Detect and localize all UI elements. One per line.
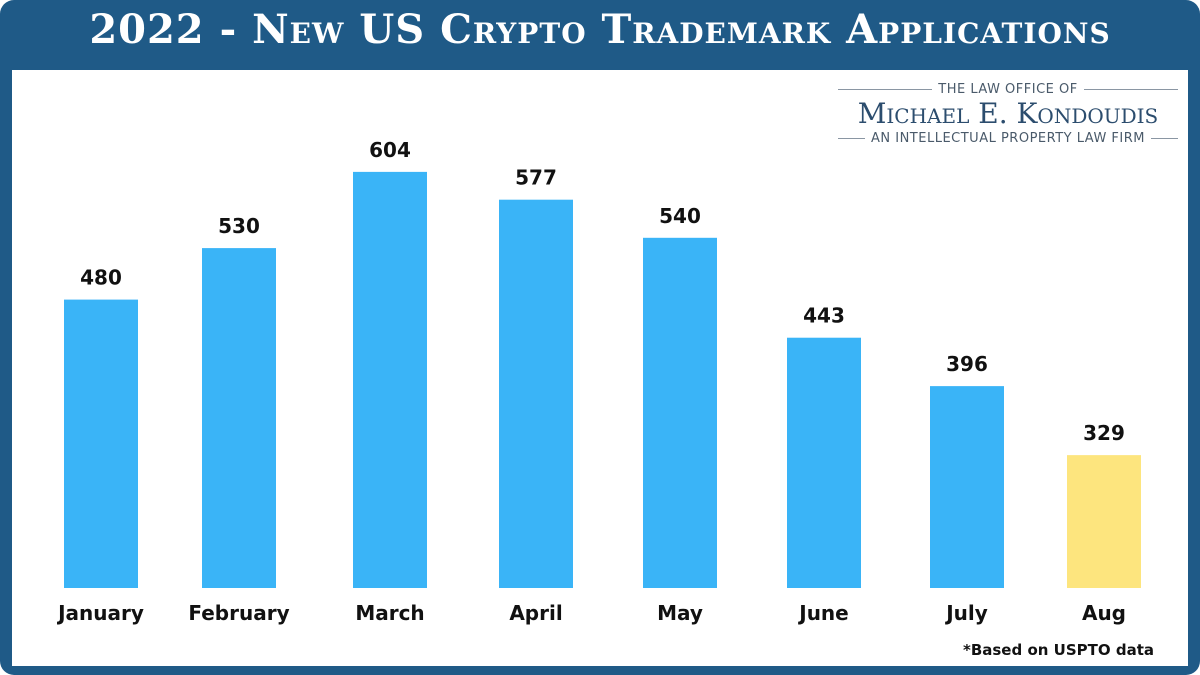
- chart-title: 2022 - New US Crypto Trademark Applicati…: [89, 6, 1111, 53]
- bar-aug: [1067, 455, 1141, 588]
- logo-line-2: Michael E. Kondoudis: [857, 97, 1159, 130]
- value-label: 577: [515, 166, 557, 190]
- bar-february: [202, 248, 276, 588]
- category-label: April: [509, 601, 562, 625]
- value-label: 443: [803, 304, 845, 328]
- bar-april: [499, 199, 573, 588]
- bar-march: [353, 171, 427, 588]
- value-label: 530: [218, 214, 260, 238]
- bar-january: [64, 299, 138, 588]
- footnote: *Based on USPTO data: [962, 641, 1154, 659]
- category-label: January: [56, 601, 144, 625]
- value-label: 540: [659, 204, 701, 228]
- value-label: 329: [1083, 421, 1125, 445]
- law-firm-logo: THE LAW OFFICE OF Michael E. Kondoudis A…: [838, 82, 1178, 146]
- category-label: February: [188, 601, 289, 625]
- bar-may: [643, 237, 717, 589]
- value-label: 396: [946, 352, 988, 376]
- category-label: June: [797, 601, 848, 625]
- category-label: July: [944, 601, 988, 625]
- category-label: March: [355, 601, 424, 625]
- value-label: 480: [80, 266, 122, 290]
- category-label: May: [657, 601, 703, 625]
- logo-line-3: AN INTELLECTUAL PROPERTY LAW FIRM: [838, 131, 1178, 146]
- category-label: Aug: [1082, 601, 1126, 625]
- value-label: 604: [369, 138, 411, 162]
- bar-july: [930, 386, 1004, 588]
- bar-june: [787, 337, 861, 588]
- logo-line-1: THE LAW OFFICE OF: [838, 82, 1178, 97]
